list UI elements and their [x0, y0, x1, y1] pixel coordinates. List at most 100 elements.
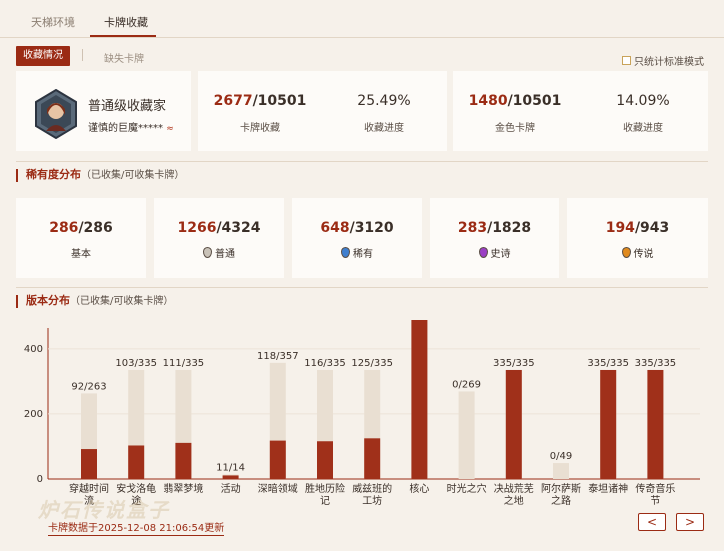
epic-gem-icon [478, 247, 488, 258]
bar-collected [222, 475, 239, 479]
x-category-label: 工坊 [362, 494, 382, 507]
rarity-total: /4324 [216, 220, 261, 236]
rarity-owned: 283 [457, 220, 488, 236]
bar-value-label: 103/335 [115, 358, 157, 369]
bar-total [553, 463, 569, 479]
rarity-owned: 286 [49, 220, 79, 236]
x-category-label: 传奇音乐 [635, 482, 675, 495]
x-category-label: 时光之穴 [447, 482, 487, 495]
player-title-text: 谨慎的巨魔***** [88, 123, 163, 134]
x-category-label: 泰坦诸神 [588, 482, 628, 495]
subtab-divider [82, 49, 83, 61]
bar-collected [269, 440, 286, 479]
section-divider [16, 161, 708, 162]
x-category-label: 安戈洛龟 [116, 482, 156, 495]
bar-value-label: 0/49 [550, 451, 572, 462]
rarity-label: 史诗 [430, 245, 559, 260]
golden-progress-label: 收藏进度 [623, 123, 663, 134]
tab-ladder-environment[interactable]: 天梯环境 [31, 16, 75, 29]
x-category-label: 威兹班的 [352, 482, 392, 495]
golden-collection-label: 金色卡牌 [495, 123, 535, 134]
card-collection-summary: 2677/10501 卡牌收藏 25.49% 收藏进度 [198, 71, 447, 151]
bar-total [458, 391, 475, 479]
x-category-label: 节 [650, 495, 660, 507]
bar-collected [505, 369, 522, 479]
collector-avatar [35, 89, 77, 139]
rarity-count: 648/3120 [292, 220, 422, 236]
rarity-label: 稀有 [292, 245, 422, 260]
tab-card-collection[interactable]: 卡牌收藏 [104, 16, 148, 29]
bar-collected [364, 438, 381, 479]
bar-value-label: 335/335 [493, 358, 535, 369]
rarity-count: 286/286 [16, 220, 146, 236]
y-tick-label: 400 [24, 344, 43, 355]
section-divider [16, 287, 708, 288]
rarity-count: 1266/4324 [154, 220, 284, 236]
bar-value-label: 125/335 [351, 358, 393, 369]
golden-owned-count: 1480 [468, 93, 508, 109]
bar-collected [175, 442, 192, 479]
bar-value-label: 92/263 [71, 381, 106, 392]
card-progress-label: 收藏进度 [364, 123, 404, 134]
rarity-label: 普通 [154, 245, 284, 260]
rarity-label: 传说 [567, 245, 708, 260]
rarity-label-text: 史诗 [490, 249, 511, 260]
bar-value-label: 11/14 [216, 462, 245, 473]
standard-mode-toggle[interactable]: 只统计标准模式 [622, 53, 704, 68]
top-tab-bar: 天梯环境 卡牌收藏 [0, 0, 724, 38]
rarity-label-text: 传说 [633, 249, 654, 260]
bar-value-label: 0/269 [452, 379, 481, 390]
golden-collection-summary: 1480/10501 金色卡牌 14.09% 收藏进度 [453, 71, 708, 151]
x-category-label: 途 [131, 494, 141, 507]
x-category-label: 决战荒芜 [494, 482, 534, 495]
version-subtitle: （已收集/可收集卡牌） [70, 296, 174, 307]
x-category-label: 活动 [221, 483, 241, 495]
golden-collection-count: 1480/10501 [453, 93, 577, 109]
rarity-subtitle: （已收集/可收集卡牌） [81, 170, 185, 181]
bar-value-label: 116/335 [304, 358, 346, 369]
rarity-card-epic: 283/1828 史诗 [430, 198, 559, 278]
bar-value-label: 335/335 [635, 358, 677, 369]
card-collection-label: 卡牌收藏 [240, 123, 280, 134]
bar-collected [600, 369, 617, 479]
x-category-label: 之地 [504, 494, 524, 507]
legendary-gem-icon [621, 247, 631, 258]
rarity-section-title: 稀有度分布（已收集/可收集卡牌） [16, 169, 184, 182]
x-category-label: 深暗领域 [258, 482, 298, 495]
bar-collected [128, 445, 145, 479]
rarity-card-legendary: 194/943 传说 [567, 198, 708, 278]
bar-value-label: 335/335 [587, 358, 629, 369]
rarity-card-rare: 648/3120 稀有 [292, 198, 422, 278]
x-category-label: 之路 [551, 494, 571, 507]
x-category-label: 翡翠梦境 [163, 482, 203, 495]
x-category-label: 穿越时间 [69, 482, 109, 495]
golden-collection-progress: 14.09% [616, 93, 670, 109]
standard-mode-checkbox[interactable] [622, 56, 631, 65]
x-category-label: 核心 [409, 482, 429, 495]
rarity-label: 基本 [16, 245, 146, 260]
rarity-label-text: 普通 [215, 249, 235, 260]
subtab-collection-status[interactable]: 收藏情况 [16, 46, 70, 66]
rarity-owned: 1266 [177, 220, 217, 236]
rarity-count: 194/943 [567, 220, 708, 236]
x-category-label: 胜地历险 [305, 482, 345, 495]
watermark-logo: 炉石传说盒子 [38, 498, 170, 522]
bar-collected [647, 369, 664, 479]
x-category-label: 流 [84, 494, 94, 507]
data-updated-timestamp: 卡牌数据于2025-12-08 21:06:54更新 [48, 523, 225, 536]
card-owned-count: 2677 [213, 93, 253, 109]
common-gem-icon [203, 247, 212, 258]
card-collection-progress: 25.49% [357, 93, 411, 109]
standard-mode-label: 只统计标准模式 [634, 57, 704, 68]
next-page-button[interactable]: > [676, 513, 704, 531]
rare-gem-icon [341, 247, 350, 258]
collector-level-name: 普通级收藏家 [88, 99, 167, 114]
prev-page-button[interactable]: < [638, 513, 666, 531]
rarity-total: /1828 [487, 220, 532, 236]
rarity-label-text: 稀有 [353, 249, 373, 260]
y-tick-label: 0 [37, 474, 43, 485]
rarity-card-common: 1266/4324 普通 [154, 198, 284, 278]
bar-collected [81, 449, 97, 479]
subtab-missing-cards[interactable]: 缺失卡牌 [104, 54, 144, 65]
version-title-text: 版本分布 [26, 294, 70, 307]
